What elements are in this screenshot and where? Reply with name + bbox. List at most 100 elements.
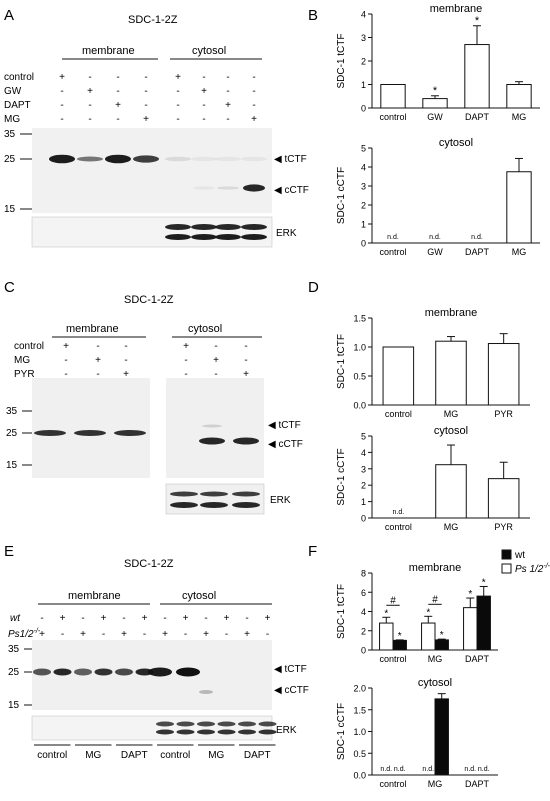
blot-matrix-sign: + (213, 355, 219, 366)
blot-matrix-sign: + (243, 369, 249, 380)
blot-a-erk-image (31, 216, 273, 248)
blot-e-label-cctf: ◀ cCTF (274, 685, 309, 696)
blot-matrix-sign: - (245, 613, 248, 624)
blot-matrix-sign: - (60, 86, 63, 97)
blot-matrix-sign: + (80, 629, 86, 640)
panel-letter-b: B (308, 7, 318, 24)
legend-swatch (501, 549, 512, 560)
blot-matrix-sign: - (96, 369, 99, 380)
panel-letter-c: C (4, 279, 15, 296)
chart-x-tick-label: control (379, 779, 406, 789)
blot-e-title: SDC-1-2Z (124, 558, 174, 570)
band-cctf (199, 437, 225, 445)
chart-bar (463, 607, 478, 651)
blot-c-label-cctf: ◀ cCTF (268, 439, 303, 450)
panel-letter-f: F (308, 543, 317, 560)
chart-x-tick-label: MG (512, 112, 527, 122)
blot-matrix-sign: - (116, 114, 119, 125)
chart-x-tick-label: MG (444, 409, 459, 419)
blot-matrix-sign: + (203, 629, 209, 640)
chart-y-tick-label: 0.0 (353, 771, 366, 781)
blot-a-marker-25: 25 (4, 154, 16, 165)
chart-x-tick-label: PYR (494, 409, 513, 419)
chart-y-tick-label: 1.5 (353, 314, 366, 324)
blot-matrix-sign: - (60, 114, 63, 125)
chart-bar (379, 622, 394, 651)
blot-e-erk-image (31, 715, 273, 741)
blot-c-title: SDC-1-2Z (124, 294, 174, 306)
blot-e-bottom-label: MG (85, 750, 101, 761)
blot-matrix-sign: + (162, 629, 168, 640)
chart-y-tick-label: 0.5 (353, 372, 366, 382)
blot-matrix-sign: - (144, 72, 147, 83)
band-erk (156, 721, 174, 727)
blot-matrix-sign: - (225, 629, 228, 640)
band-tctf (74, 430, 106, 436)
chart-x-tick-label: control (385, 522, 412, 532)
band-erk (176, 721, 195, 727)
blot-matrix-sign: - (88, 100, 91, 111)
chart-x-tick-label: MG (428, 654, 443, 664)
chart-y-tick-label: 5 (361, 432, 366, 442)
chart-bar (434, 698, 449, 776)
blot-matrix-sign: - (116, 72, 119, 83)
blot-matrix-sign: - (144, 100, 147, 111)
chart-significance: * (426, 607, 430, 618)
band-cctf (243, 184, 265, 192)
blot-matrix-sign: - (226, 114, 229, 125)
chart-title: cytosol (434, 425, 468, 437)
blot-row-label-3: MG (4, 114, 20, 125)
band-tctf (49, 154, 75, 164)
chart-y-tick-label: 1.0 (353, 343, 366, 353)
band-erk (156, 729, 174, 735)
chart-title: membrane (430, 3, 483, 15)
band-erk (217, 721, 236, 727)
blot-matrix-sign: - (244, 355, 247, 366)
blot-matrix-sign: + (63, 341, 69, 352)
band-erk (215, 234, 241, 240)
band-tctf (74, 668, 92, 676)
chart-y-tick-label: 4 (361, 607, 366, 617)
chart-y-tick-label: 0 (361, 239, 366, 249)
chart-x-tick-label: DAPT (465, 112, 490, 122)
blot-matrix-sign: - (202, 100, 205, 111)
blot-matrix-sign: - (184, 629, 187, 640)
chart-hash-mark: # (432, 594, 438, 605)
chart-y-tick-label: 4 (361, 448, 366, 458)
chart-y-tick-label: 1 (361, 220, 366, 230)
chart-bar (506, 84, 532, 109)
chart-d-cytosol: cytosol SDC-1 cCTF 0 1 2 3 4 5 control MG PYR n.d. (336, 425, 530, 532)
blot-a-marker-35: 35 (4, 129, 16, 140)
blot-matrix-sign: - (124, 355, 127, 366)
chart-y-tick-label: 2 (361, 57, 366, 67)
legend-label: wt (514, 550, 525, 561)
chart-hash-mark: # (390, 595, 396, 606)
blot-matrix-sign: - (252, 72, 255, 83)
blot-matrix-sign: + (143, 114, 149, 125)
chart-bar (434, 639, 449, 651)
blot-matrix-sign: - (102, 629, 105, 640)
blot-matrix-sign: - (144, 86, 147, 97)
blot-matrix-sign: + (87, 86, 93, 97)
chart-x-tick-label: DAPT (465, 247, 490, 257)
blot-a-title: SDC-1-2Z (128, 14, 178, 26)
band-tctf (191, 156, 217, 162)
chart-y-tick-label: 2 (361, 481, 366, 491)
band-erk (165, 234, 191, 240)
band-erk (217, 729, 236, 735)
blot-matrix-sign: + (265, 613, 271, 624)
blot-matrix-sign: + (115, 100, 121, 111)
band-tctf (77, 156, 103, 162)
blot-matrix-sign: - (96, 341, 99, 352)
blot-matrix-sign: + (39, 629, 45, 640)
chart-significance: * (468, 589, 472, 600)
chart-x-tick-label: MG (428, 779, 443, 789)
blot-matrix-sign: - (143, 629, 146, 640)
blot-matrix-sign: - (122, 613, 125, 624)
blot-matrix-sign: + (244, 629, 250, 640)
chart-y-tick-label: 6 (361, 588, 366, 598)
chart-y-tick-label: 0.5 (353, 749, 366, 759)
blot-matrix-sign: - (61, 629, 64, 640)
blot-e-group-cytosol: cytosol (182, 590, 216, 602)
chart-y-tick-label: 8 (361, 569, 366, 579)
